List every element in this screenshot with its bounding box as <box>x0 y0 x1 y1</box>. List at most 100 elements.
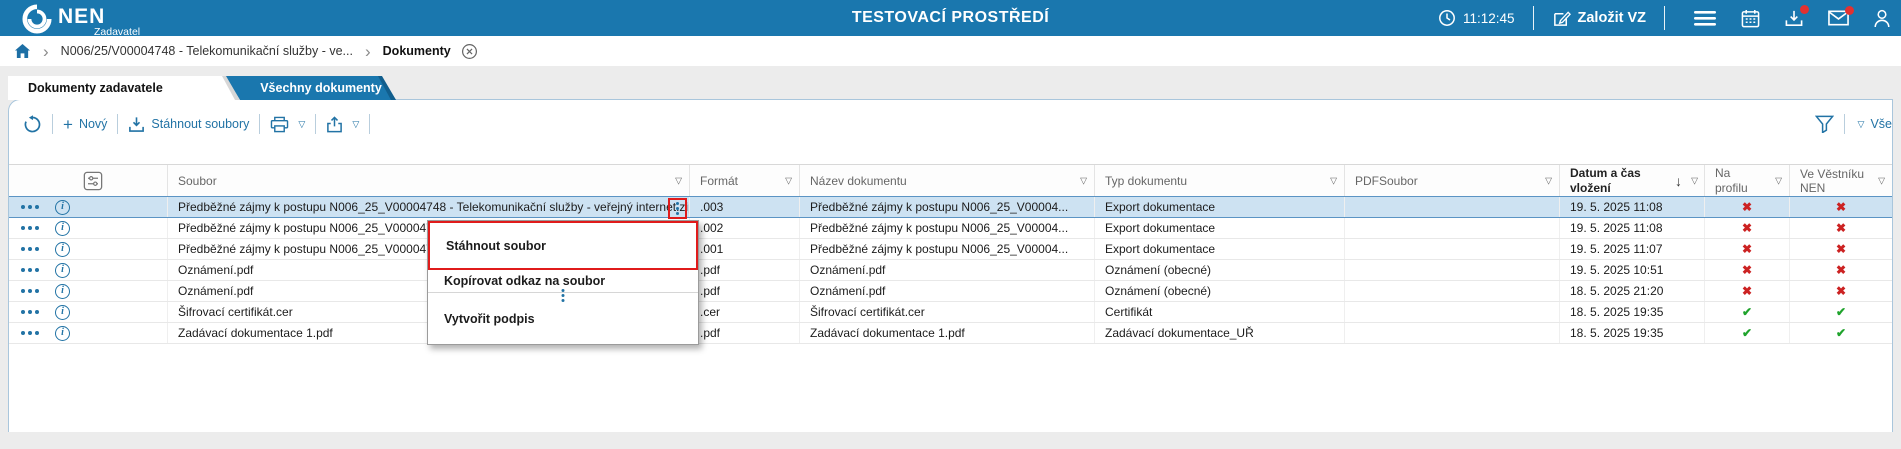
cell-typ: Oznámení (obecné) <box>1095 260 1345 280</box>
toolbar-separator <box>52 114 53 134</box>
table-row[interactable]: Předběžné zájmy k postupu N006_25_V00004… <box>9 218 1892 239</box>
col-header-datum[interactable]: Datum a čas vložení ↓ ▽ <box>1560 165 1705 196</box>
filter-triangle-icon[interactable]: ▽ <box>1545 175 1552 185</box>
home-icon[interactable] <box>14 43 31 59</box>
filter-triangle-icon[interactable]: ▽ <box>675 175 682 185</box>
cell-pdfsoubor <box>1345 302 1560 322</box>
row-menu-icon[interactable] <box>21 226 39 230</box>
cell-vestnik: ✔ <box>1790 323 1892 343</box>
quick-filter-select[interactable]: ▽ Vše <box>1855 117 1892 131</box>
close-tab-icon[interactable] <box>461 43 478 60</box>
user-profile-icon[interactable] <box>1873 9 1891 28</box>
info-icon[interactable] <box>55 283 70 299</box>
print-button[interactable]: ▽ <box>270 116 305 133</box>
col-header-soubor[interactable]: Soubor ▽ <box>168 165 690 196</box>
cell-datum: 18. 5. 2025 21:20 <box>1560 281 1705 301</box>
breadcrumb-current: Dokumenty <box>382 44 451 58</box>
row-menu-icon[interactable] <box>21 289 39 293</box>
row-menu-icon[interactable] <box>21 205 39 209</box>
filter-triangle-icon[interactable]: ▽ <box>1691 175 1698 185</box>
cell-format: .pdf <box>690 323 800 343</box>
dropdown-triangle-icon[interactable]: ▽ <box>298 118 306 129</box>
row-menu-icon[interactable] <box>21 310 39 314</box>
brand-name: NEN <box>58 5 106 28</box>
row-menu-icon[interactable] <box>21 331 39 335</box>
download-icon <box>129 116 145 132</box>
cell-typ: Export dokumentace <box>1095 218 1345 238</box>
menu-item-download-file[interactable]: Stáhnout soubor <box>428 221 698 270</box>
messages-icon[interactable] <box>1828 6 1854 26</box>
grid-settings-icon[interactable] <box>83 171 103 191</box>
downloads-badge <box>1800 4 1809 14</box>
filter-triangle-icon[interactable]: ▽ <box>1878 175 1885 185</box>
funnel-icon <box>1814 115 1834 133</box>
filter-triangle-icon[interactable]: ▽ <box>785 175 792 185</box>
filter-triangle-icon[interactable]: ▽ <box>1775 175 1782 185</box>
cell-datum: 18. 5. 2025 19:35 <box>1560 302 1705 322</box>
col-header-vestnik[interactable]: Ve Věstníku NEN ▽ <box>1790 165 1892 196</box>
menu-resize-grip[interactable] <box>556 287 571 304</box>
info-icon[interactable] <box>55 199 70 215</box>
menu-separator <box>428 292 698 293</box>
cell-datum: 19. 5. 2025 10:51 <box>1560 260 1705 280</box>
tab-all-documents[interactable]: Všechny dokumenty <box>220 76 396 100</box>
col-header-pdfsoubor[interactable]: PDFSoubor ▽ <box>1345 165 1560 196</box>
download-files-label: Stáhnout soubory <box>151 117 250 131</box>
col-header-nazev[interactable]: Název dokumentu ▽ <box>800 165 1095 196</box>
info-icon[interactable] <box>55 262 70 278</box>
downloads-icon[interactable] <box>1784 4 1809 28</box>
status-icon: ✖ <box>1741 200 1753 214</box>
sort-desc-icon[interactable]: ↓ <box>1675 172 1682 189</box>
refresh-button[interactable] <box>23 114 42 134</box>
new-button[interactable]: + Nový <box>63 116 107 133</box>
printer-icon <box>271 116 289 132</box>
col-header-typ[interactable]: Typ dokumentu ▽ <box>1095 165 1345 196</box>
info-icon[interactable] <box>55 325 70 341</box>
col-header-na-profilu[interactable]: Na profilu ▽ <box>1705 165 1790 196</box>
info-icon[interactable] <box>55 220 70 236</box>
row-menu-icon[interactable] <box>21 247 39 251</box>
new-label: Nový <box>78 117 108 131</box>
table-row[interactable]: Předběžné zájmy k postupu N006_25_V00004… <box>9 196 1892 218</box>
table-row[interactable]: Zadávací dokumentace 1.pdf .pdf Zadávací… <box>9 323 1892 344</box>
documents-panel: + Nový Stáhnout soubory ▽ ▽ <box>8 99 1893 432</box>
table-row[interactable]: Předběžné zájmy k postupu N006_25_V00004… <box>9 239 1892 260</box>
info-icon[interactable] <box>55 241 70 257</box>
row-menu-icon[interactable] <box>21 268 39 272</box>
export-icon <box>327 115 343 132</box>
table-row[interactable]: Oznámení.pdf .pdf Oznámení.pdf Oznámení … <box>9 260 1892 281</box>
menu-hamburger-icon[interactable] <box>1693 9 1717 27</box>
cell-typ: Export dokumentace <box>1095 239 1345 259</box>
menu-item-create-signature[interactable]: Vytvořit podpis <box>444 311 535 326</box>
filter-triangle-icon[interactable]: ▽ <box>1330 175 1337 185</box>
messages-badge <box>1845 6 1854 15</box>
create-vz-button[interactable]: Založit VZ <box>1552 9 1646 28</box>
filter-triangle-icon[interactable]: ▽ <box>1080 175 1087 185</box>
toolbar-separator <box>259 114 261 134</box>
cell-nazev: Předběžné zájmy k postupu N006_25_V00004… <box>800 197 1095 217</box>
filter-button[interactable] <box>1814 115 1834 133</box>
calendar-icon[interactable] <box>1741 9 1760 28</box>
cell-typ: Oznámení (obecné) <box>1095 281 1345 301</box>
nen-logo-icon <box>22 4 52 34</box>
info-icon[interactable] <box>55 304 70 320</box>
breadcrumb-procedure[interactable]: N006/25/V00004748 - Telekomunikační služ… <box>60 44 353 58</box>
edit-icon <box>1552 9 1571 28</box>
dropdown-triangle-icon[interactable]: ▽ <box>352 118 360 129</box>
col-header-format[interactable]: Formát ▽ <box>690 165 800 196</box>
menu-item-copy-link[interactable]: Kopírovat odkaz na soubor <box>444 274 606 288</box>
cell-na-profilu: ✖ <box>1705 281 1790 301</box>
status-icon: ✔ <box>1741 326 1753 340</box>
col-label: Název dokumentu <box>810 173 907 188</box>
grid-toolbar: + Nový Stáhnout soubory ▽ ▽ <box>9 108 1892 140</box>
export-button[interactable]: ▽ <box>326 115 360 133</box>
cell-vestnik: ✖ <box>1790 197 1892 217</box>
cell-na-profilu: ✔ <box>1705 323 1790 343</box>
nen-brand[interactable]: NEN Zadavatel <box>22 2 140 38</box>
table-row[interactable]: Šifrovací certifikát.cer .cer Šifrovací … <box>9 302 1892 323</box>
table-row[interactable]: Oznámení.pdf .pdf Oznámení.pdf Oznámení … <box>9 281 1892 302</box>
tab-owner-documents[interactable]: Dokumenty zadavatele <box>8 76 240 100</box>
kebab-menu-icon[interactable] <box>676 202 679 215</box>
topbar: NEN Zadavatel TESTOVACÍ PROSTŘEDÍ 11:12:… <box>0 0 1901 38</box>
download-files-button[interactable]: Stáhnout soubory <box>128 116 249 133</box>
